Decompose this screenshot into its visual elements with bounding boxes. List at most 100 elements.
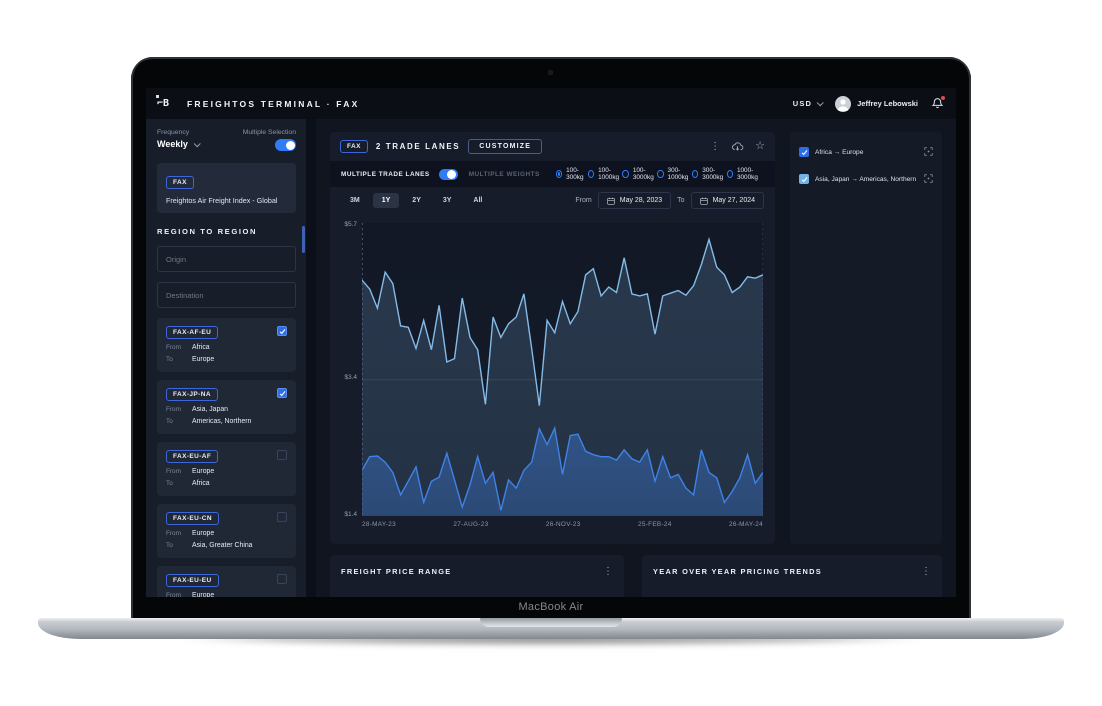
macbook-model-label: MacBook Air (518, 601, 584, 613)
x-tick-label: 28-MAY-23 (362, 521, 396, 528)
user-name: Jeffrey Lebowski (857, 99, 918, 108)
kebab-menu-icon[interactable]: ⋮ (603, 566, 613, 577)
currency-selector[interactable]: USD (793, 99, 824, 108)
legend-checkbox[interactable] (799, 147, 809, 157)
weight-radio-100-300kg[interactable]: 100-300kg (555, 167, 588, 181)
x-axis-labels: 28-MAY-23 27-AUG-23 26-NOV-23 25-FEB-24 26-M… (362, 521, 763, 528)
freightos-app: ⌐B FREIGHTOS TERMINAL · FAX USD Jeffrey … (146, 88, 956, 597)
weight-radio-1000-3000kg[interactable]: 1000-3000kg (726, 167, 764, 181)
legend-item[interactable]: Asia, Japan → Americas, Northern (799, 170, 933, 188)
lane-to-label: To (166, 356, 173, 363)
multiple-weights-label: MULTIPLE WEIGHTS (468, 170, 540, 178)
fax-index-card[interactable]: FAX Freightos Air Freight Index - Global (157, 163, 296, 213)
weight-radio-label: 300-1000kg (667, 167, 689, 181)
multiple-trade-lanes-label: MULTIPLE TRADE LANES (341, 170, 430, 178)
kebab-menu-icon[interactable]: ⋮ (921, 566, 931, 577)
lane-checkbox[interactable] (277, 512, 287, 522)
weight-radio-100-3000kg[interactable]: 100-3000kg (622, 167, 657, 181)
legend-checkbox[interactable] (799, 174, 809, 184)
date-from-label: From (575, 197, 592, 204)
legend-label: Asia, Japan → Americas, Northern (815, 175, 917, 183)
chart-card-title: 2 TRADE LANES (375, 142, 461, 151)
multiple-trade-lanes-toggle[interactable] (438, 168, 458, 180)
focus-lane-button[interactable] (924, 170, 933, 188)
destination-input[interactable]: Destination (157, 282, 296, 308)
tab-2y[interactable]: 2Y (412, 197, 421, 204)
radio-icon (691, 170, 699, 178)
region-to-region-title: REGION TO REGION (157, 227, 258, 236)
trade-lane-card-header: FAX-JP-NA (166, 388, 287, 401)
tab-all[interactable]: All (473, 197, 483, 204)
kebab-menu-icon[interactable]: ⋮ (710, 140, 721, 152)
sidebar-scrollbar[interactable] (302, 226, 305, 253)
focus-lane-button[interactable] (924, 143, 933, 161)
cloud-download-icon[interactable] (731, 141, 744, 152)
tab-1y[interactable]: 1Y (372, 193, 400, 208)
x-tick-label: 27-AUG-23 (453, 521, 489, 528)
legend-item[interactable]: Africa → Europe (799, 143, 933, 161)
frequency-label: Frequency (157, 129, 190, 136)
date-to-label: To (677, 197, 685, 204)
tab-3m[interactable]: 3M (350, 197, 360, 204)
lane-checkbox[interactable] (277, 450, 287, 460)
lane-checkbox[interactable] (277, 388, 287, 398)
origin-input[interactable]: Origin (157, 246, 296, 272)
bottom-card-0: FREIGHT PRICE RANGE ⋮ (330, 555, 624, 597)
time-range-tabs: 3M 1Y 2Y 3Y All (341, 193, 491, 208)
weight-radio-label: 100-300kg (566, 167, 584, 181)
avatar (835, 95, 852, 112)
trade-lane-card[interactable]: FAX-EU-EUFromEuropeToEurope (157, 566, 296, 597)
trade-lane-card[interactable]: FAX-EU-AF From Europe To Africa (157, 442, 296, 496)
weight-radio-300-3000kg[interactable]: 300-3000kg (691, 167, 727, 181)
weight-radio-label: 100-3000kg (632, 167, 654, 181)
date-to-picker[interactable]: May 27, 2024 (690, 192, 764, 209)
lane-from: From Africa (166, 344, 287, 351)
lane-checkbox[interactable] (277, 574, 287, 584)
trade-lane-card[interactable]: FAX-JP-NA From Asia, Japan To Americas, Nort… (157, 380, 296, 434)
freightos-logo-icon[interactable]: ⌐B (156, 95, 174, 112)
lane-to-value: Asia, Greater China (192, 542, 253, 549)
sidebar: Frequency Weekly Multiple Selection FAX … (146, 119, 306, 597)
tab-3y[interactable]: 3Y (442, 197, 452, 204)
sidebar-gutter (306, 119, 316, 597)
webcam-dot (548, 70, 553, 75)
fax-badge: FAX (166, 176, 194, 189)
bottom-cards-row: FREIGHT PRICE RANGE ⋮ YEAR OVER YEAR PRICI… (330, 555, 942, 597)
multiple-selection-toggle[interactable] (275, 139, 296, 151)
price-trend-chart[interactable] (362, 223, 763, 516)
y-tick-top: $5.7 (344, 221, 357, 228)
lane-code-badge: FAX-JP-NA (166, 388, 218, 401)
trade-lane-card[interactable]: FAX-EU-CN From Europe To Asia, Greater China (157, 504, 296, 558)
chevron-down-icon (193, 139, 201, 147)
lane-from-label: From (166, 592, 181, 597)
lane-to-value: Europe (192, 356, 215, 363)
lane-code-badge: FAX-AF-EU (166, 326, 219, 339)
user-menu[interactable]: Jeffrey Lebowski (835, 95, 918, 112)
chart-options-strip: MULTIPLE TRADE LANES MULTIPLE WEIGHTS 10… (330, 161, 775, 187)
focus-icon (924, 147, 933, 156)
macbook-lid-notch (480, 618, 622, 627)
date-from-picker[interactable]: May 28, 2023 (597, 192, 672, 209)
lane-from: From Asia, Japan (166, 406, 287, 413)
weight-radio-300-1000kg[interactable]: 300-1000kg (657, 167, 692, 181)
date-to-value: May 27, 2024 (712, 197, 755, 204)
x-tick-label: 26-MAY-24 (729, 521, 763, 528)
lane-to: To Europe (166, 356, 287, 363)
radio-icon (622, 170, 629, 178)
frequency-dropdown[interactable]: Weekly (157, 139, 201, 149)
weight-radio-100-1000kg[interactable]: 100-1000kg (587, 167, 623, 181)
lane-checkbox[interactable] (277, 326, 287, 336)
trade-lane-card[interactable]: FAX-AF-EU From Africa To Europe (157, 318, 296, 372)
star-icon[interactable]: ☆ (755, 140, 765, 152)
lane-from-value: Europe (192, 592, 215, 597)
date-from-value: May 28, 2023 (619, 197, 663, 204)
customize-button[interactable]: CUSTOMIZE (468, 139, 543, 154)
notification-badge (940, 94, 946, 101)
lane-code-badge: FAX-EU-AF (166, 450, 219, 463)
lane-to: To Africa (166, 480, 287, 487)
trade-lane-card-header: FAX-EU-EU (166, 574, 287, 587)
notifications-button[interactable] (931, 94, 946, 111)
lane-from-value: Europe (192, 468, 215, 475)
lane-to-value: Americas, Northern (192, 418, 252, 425)
trade-lane-card-header: FAX-AF-EU (166, 326, 287, 339)
